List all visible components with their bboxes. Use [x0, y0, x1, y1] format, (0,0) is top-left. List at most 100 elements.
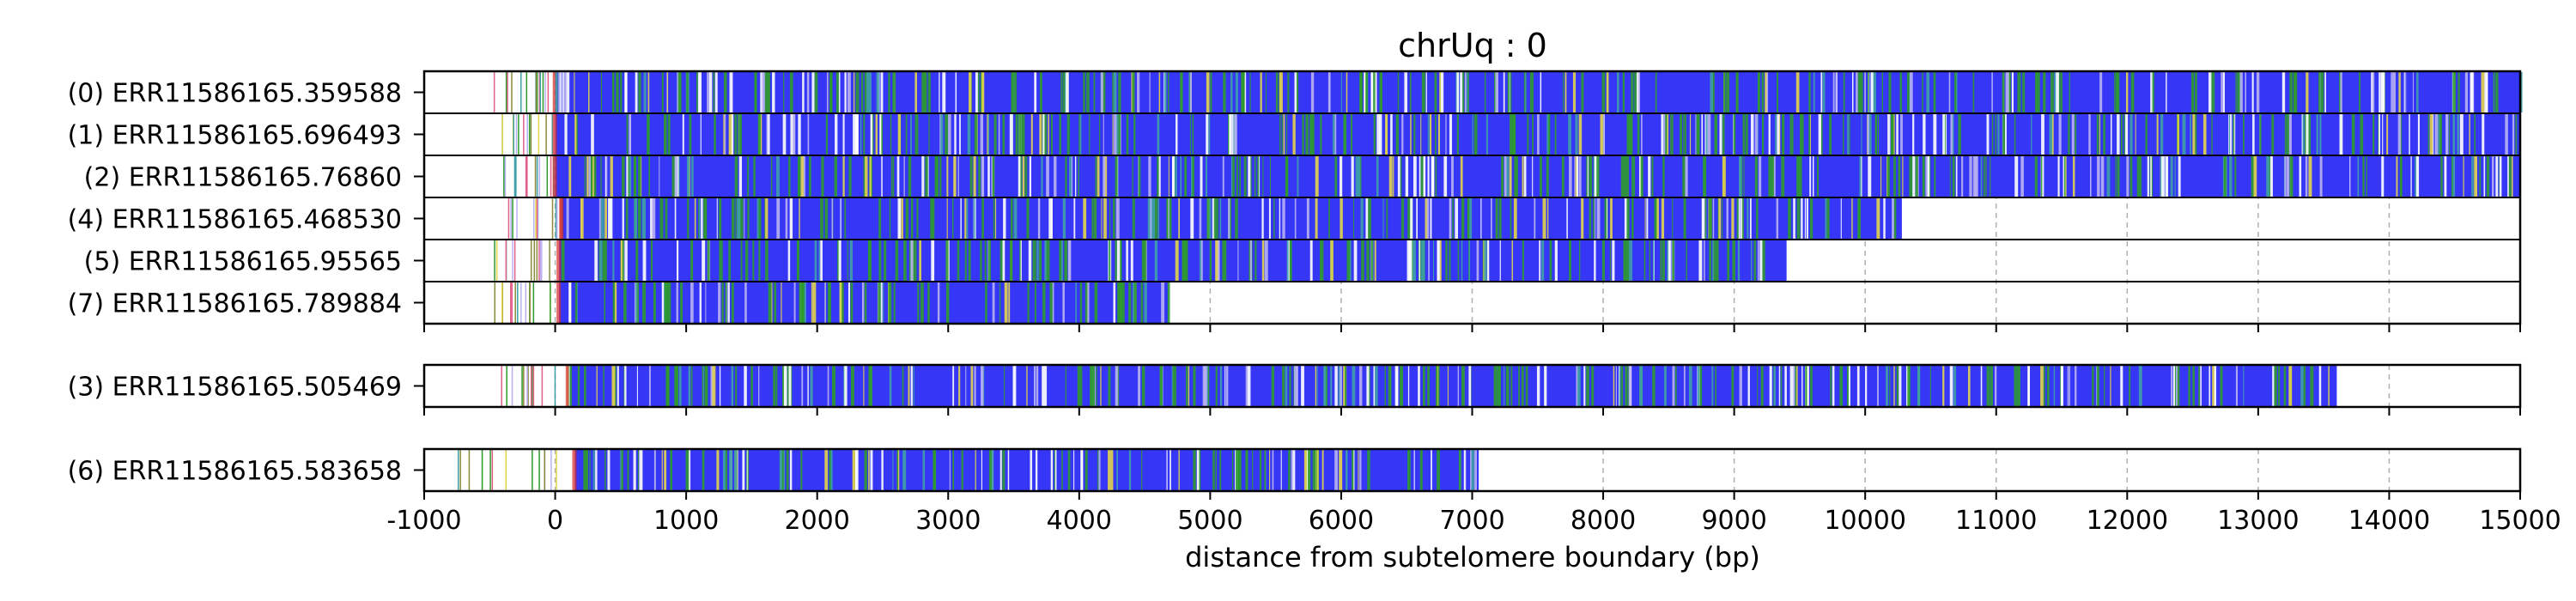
- read-variant-stripe: [678, 366, 682, 406]
- read-variant-stripe: [1073, 198, 1076, 239]
- read-variant-stripe: [1757, 114, 1759, 155]
- read-variant-stripe: [2340, 72, 2342, 112]
- read-variant-stripe: [1633, 156, 1636, 197]
- read-variant-stripe: [1279, 198, 1281, 239]
- read-variant-stripe: [2046, 366, 2050, 406]
- read-variant-stripe: [2177, 114, 2179, 155]
- read-variant-stripe: [1504, 156, 1507, 197]
- read-variant-stripe: [652, 198, 656, 239]
- read-variant-stripe: [665, 198, 668, 239]
- read-variant-stripe: [1339, 450, 1342, 490]
- read-variant-stripe: [1955, 156, 1958, 197]
- read-variant-stripe: [556, 198, 558, 239]
- read-variant-stripe: [1889, 366, 1891, 406]
- read-variant-stripe: [1684, 114, 1686, 155]
- read-row: (1) ERR11586165.696493: [68, 112, 2520, 155]
- read-variant-stripe: [731, 198, 735, 239]
- read-variant-stripe: [1581, 72, 1584, 112]
- read-variant-stripe: [2410, 156, 2412, 197]
- read-variant-stripe: [2005, 114, 2007, 155]
- read-variant-stripe: [2416, 72, 2419, 112]
- read-variant-stripe: [1656, 198, 1659, 239]
- read-variant-stripe: [1726, 198, 1728, 239]
- read-variant-stripe: [955, 72, 957, 112]
- read-variant-stripe: [2427, 114, 2429, 155]
- read-variant-stripe: [1422, 366, 1425, 406]
- read-variant-stripe: [923, 72, 927, 112]
- read-variant-stripe: [1762, 240, 1765, 281]
- read-variant-stripe: [1133, 114, 1136, 155]
- read-variant-stripe: [1860, 72, 1863, 112]
- read-variant-stripe: [1467, 198, 1470, 239]
- read-variant-stripe: [1168, 72, 1170, 112]
- read-variant-stripe: [1532, 156, 1534, 197]
- read-variant-stripe: [702, 450, 705, 490]
- read-variant-stripe: [814, 240, 817, 281]
- read-variant-stripe: [1190, 156, 1194, 197]
- read-variant-stripe: [1074, 156, 1077, 197]
- read-variant-stripe: [1393, 156, 1394, 197]
- read-variant-stripe: [958, 366, 961, 406]
- read-variant-stripe: [1912, 114, 1915, 155]
- read-variant-stripe: [521, 366, 523, 406]
- read-variant-stripe: [881, 156, 883, 197]
- read-variant-stripe: [625, 240, 628, 281]
- read-variant-stripe: [1667, 240, 1670, 281]
- x-tick-label: 1000: [653, 506, 719, 536]
- read-variant-stripe: [1192, 156, 1194, 197]
- read-variant-stripe: [1036, 366, 1039, 406]
- read-variant-stripe: [494, 240, 495, 281]
- read-variant-stripe: [888, 72, 890, 112]
- read-variant-stripe: [2318, 366, 2322, 406]
- read-variant-stripe: [2195, 114, 2197, 155]
- read-variant-stripe: [1461, 198, 1465, 239]
- read-variant-stripe: [675, 366, 679, 406]
- read-variant-stripe: [1737, 240, 1741, 281]
- read-variant-stripe: [1413, 450, 1415, 490]
- read-variant-stripe: [1027, 282, 1030, 323]
- read-variant-stripe: [1861, 156, 1862, 197]
- read-variant-stripe: [868, 450, 870, 490]
- read-variant-stripe: [1035, 240, 1036, 281]
- read-variant-stripe: [596, 366, 598, 406]
- read-variant-stripe: [1639, 366, 1643, 406]
- read-variant-stripe: [1899, 366, 1902, 406]
- read-variant-stripe: [1641, 114, 1643, 155]
- read-variant-stripe: [1042, 114, 1045, 155]
- read-variant-stripe: [803, 282, 806, 323]
- read-variant-stripe: [936, 156, 939, 197]
- read-variant-stripe: [1586, 366, 1589, 406]
- read-variant-stripe: [973, 156, 976, 197]
- read-variant-stripe: [934, 156, 938, 197]
- read-variant-stripe: [511, 72, 513, 112]
- read-variant-stripe: [2096, 366, 2099, 406]
- read-variant-stripe: [1302, 114, 1304, 155]
- read-variant-stripe: [1236, 156, 1238, 197]
- read-variant-stripe: [1132, 282, 1135, 323]
- read-variant-stripe: [2272, 366, 2275, 406]
- read-variant-stripe: [1248, 156, 1251, 197]
- read-variant-stripe: [1961, 156, 1964, 197]
- read-variant-stripe: [1264, 450, 1266, 490]
- read-variant-stripe: [1727, 240, 1729, 281]
- read-variant-stripe: [2115, 156, 2117, 197]
- read-variant-stripe: [1260, 72, 1262, 112]
- read-variant-stripe: [921, 156, 925, 197]
- read-variant-stripe: [2100, 156, 2105, 197]
- read-variant-stripe: [1705, 114, 1708, 155]
- read-variant-stripe: [2124, 114, 2129, 155]
- read-variant-stripe: [1325, 366, 1327, 406]
- read-variant-stripe: [674, 198, 677, 239]
- read-variant-stripe: [1173, 366, 1176, 406]
- read-variant-stripe: [575, 114, 578, 155]
- read-variant-stripe: [2320, 72, 2324, 112]
- read-variant-stripe: [786, 450, 789, 490]
- read-variant-stripe: [729, 72, 733, 112]
- read-variant-stripe: [659, 198, 664, 239]
- read-variant-stripe: [1568, 114, 1571, 155]
- read-variant-stripe: [1753, 240, 1757, 281]
- read-variant-stripe: [1413, 114, 1416, 155]
- read-variant-stripe: [699, 198, 701, 239]
- read-variant-stripe: [559, 198, 564, 239]
- read-variant-stripe: [864, 282, 867, 323]
